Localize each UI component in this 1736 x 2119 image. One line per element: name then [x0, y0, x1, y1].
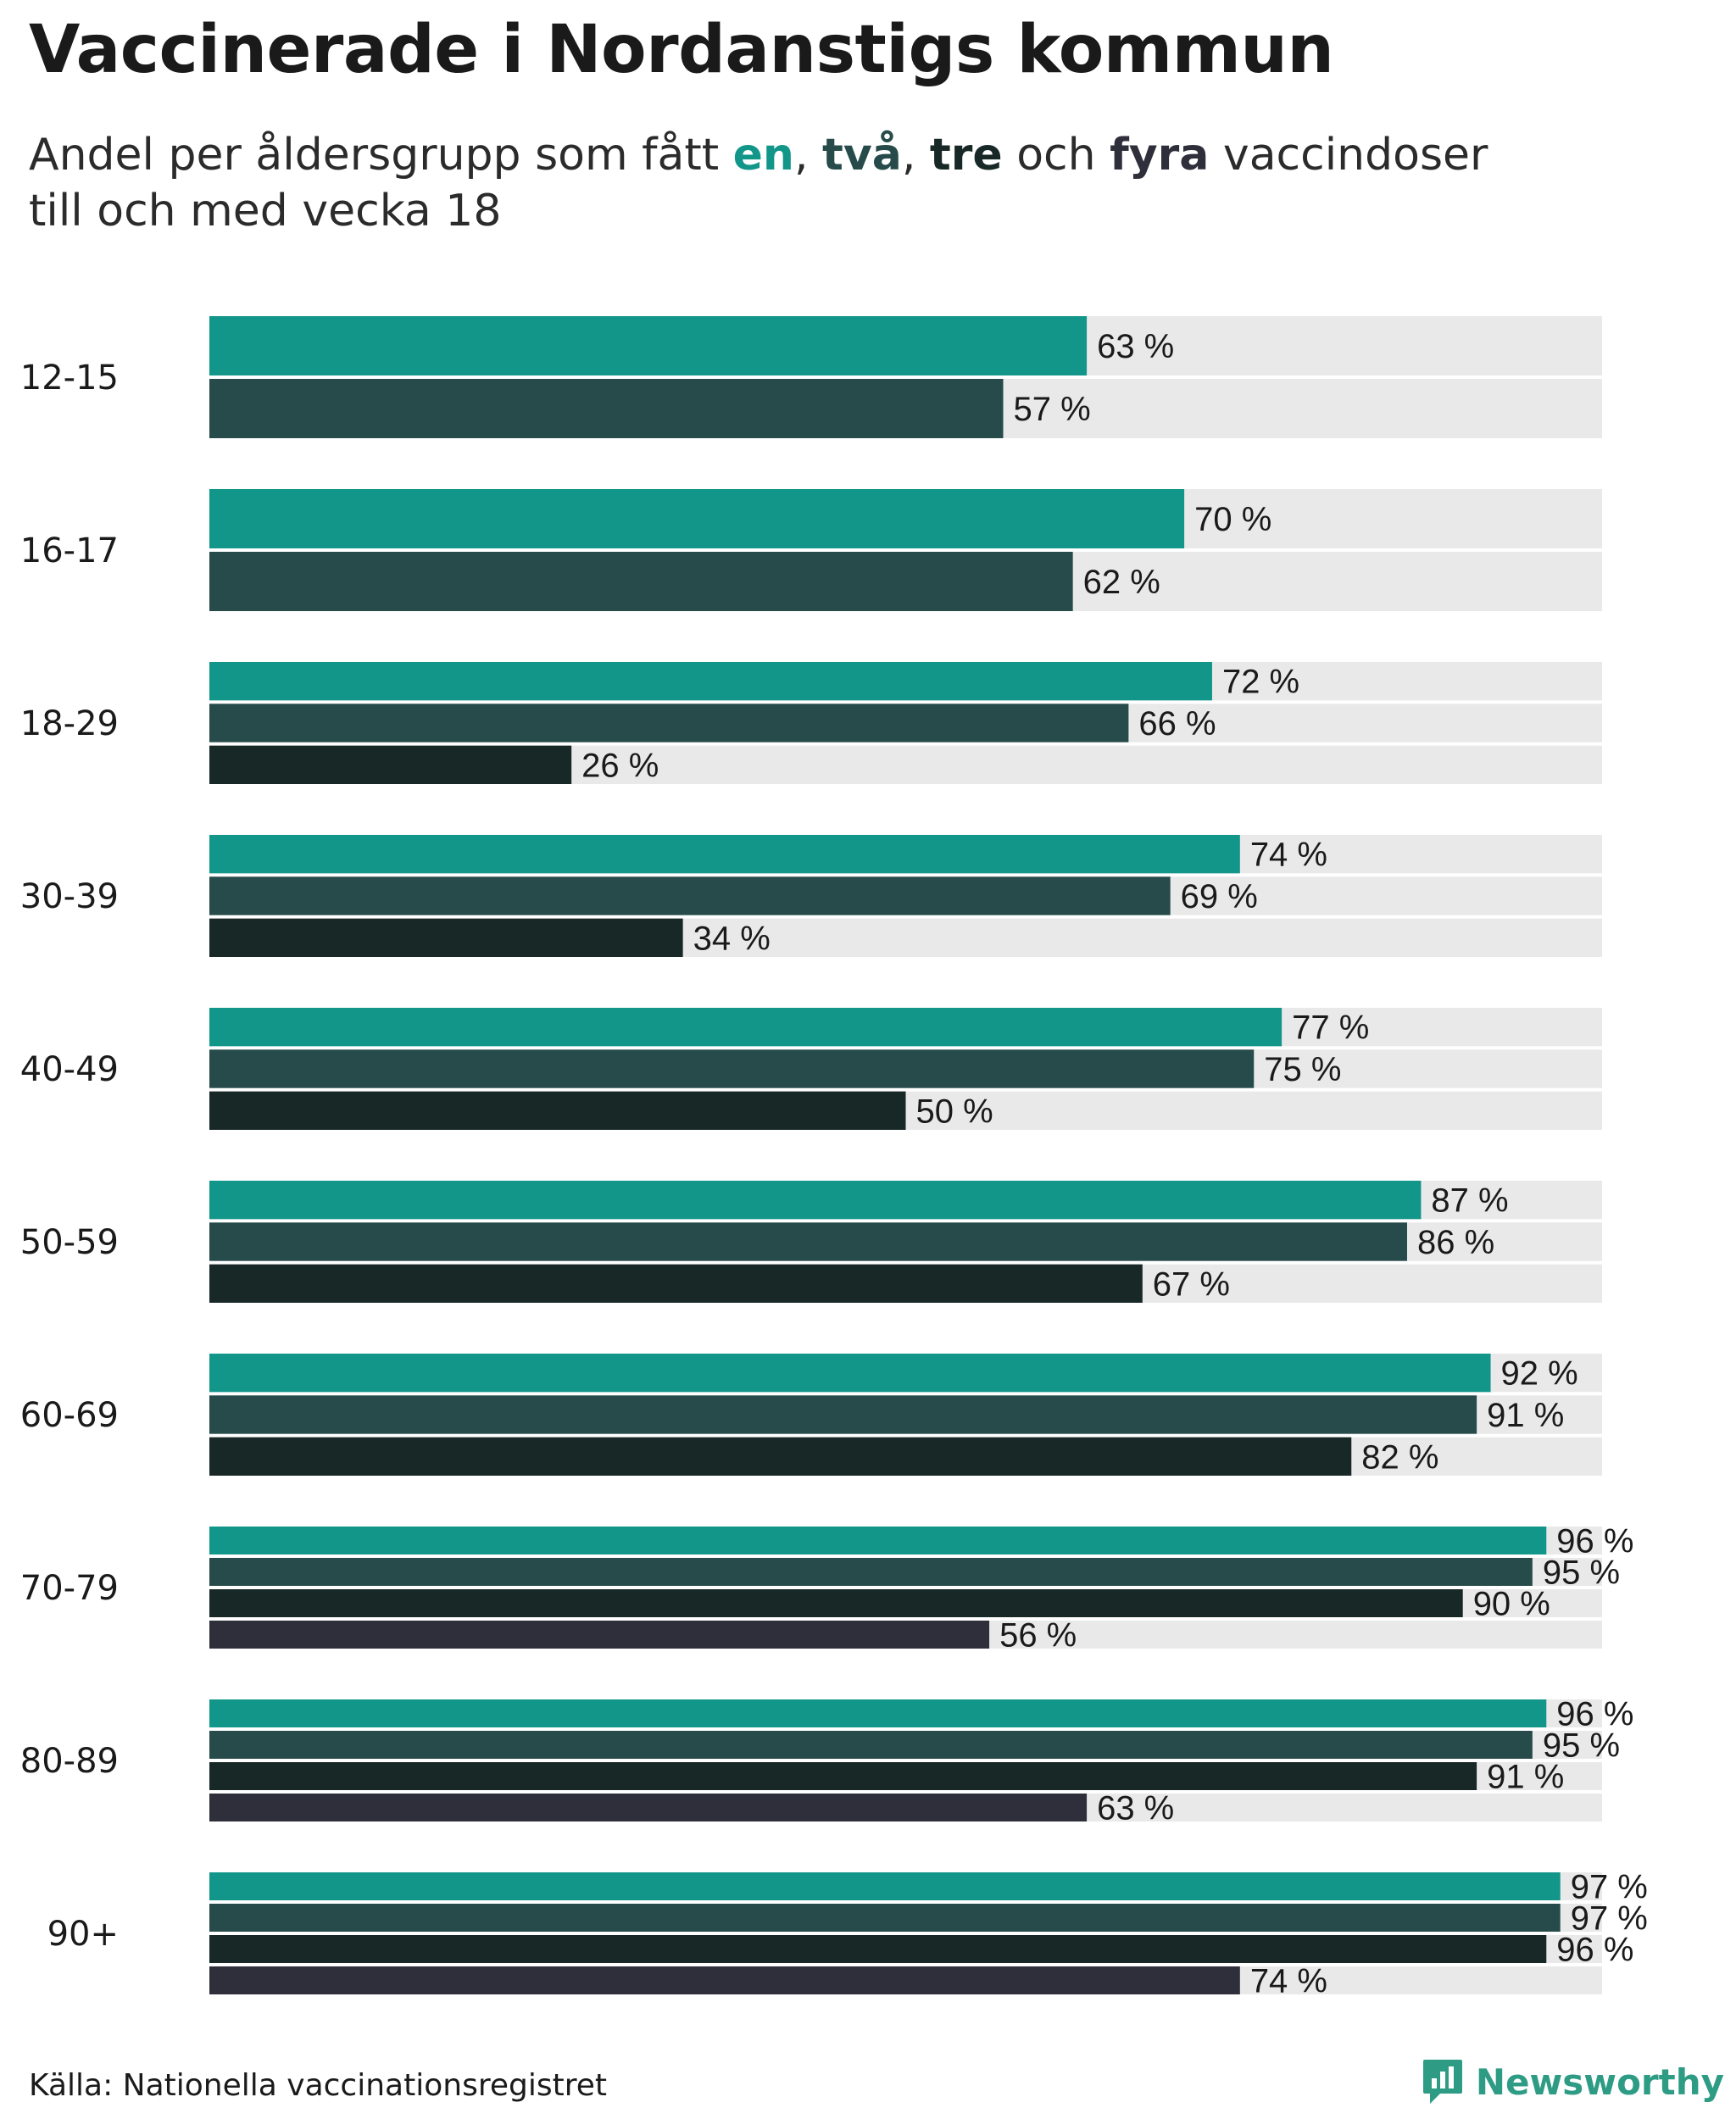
category-label: 30-39 — [20, 877, 119, 916]
brand-name: Newsworthy — [1475, 2061, 1724, 2103]
category-label: 12-15 — [20, 359, 119, 398]
data-label: 66 % — [1138, 705, 1216, 742]
bar-en — [209, 489, 1185, 548]
subtitle-key-tva: två — [822, 130, 902, 181]
data-label: 62 % — [1083, 564, 1160, 601]
bar-en — [209, 1181, 1422, 1220]
data-label: 67 % — [1153, 1265, 1230, 1303]
bar-fyra — [209, 1966, 1240, 1994]
category-label: 80-89 — [20, 1742, 119, 1781]
source-note: Källa: Nationella vaccinationsregistret — [29, 2068, 607, 2103]
category-label: 50-59 — [20, 1223, 119, 1262]
category-label: 40-49 — [20, 1050, 119, 1089]
data-label: 96 % — [1556, 1932, 1633, 1969]
data-label: 75 % — [1264, 1051, 1341, 1088]
bar-tva — [209, 1558, 1533, 1586]
bar-tre — [209, 1091, 906, 1130]
bar-tva — [209, 379, 1004, 438]
data-label: 74 % — [1250, 1963, 1327, 2000]
subtitle-text: vaccindoser — [1209, 130, 1488, 181]
subtitle-key-fyra: fyra — [1110, 130, 1210, 181]
bar-tre — [209, 1264, 1143, 1303]
bar-en — [209, 1354, 1491, 1393]
bar-tva — [209, 876, 1171, 915]
data-label: 95 % — [1543, 1554, 1620, 1592]
category-label: 90+ — [47, 1915, 119, 1954]
data-label: 97 % — [1571, 1900, 1648, 1938]
data-label: 63 % — [1097, 328, 1174, 365]
bar-tre — [209, 1437, 1352, 1476]
data-label: 95 % — [1543, 1727, 1620, 1765]
bar-en — [209, 1008, 1283, 1047]
data-label: 91 % — [1487, 1397, 1564, 1434]
bar-en — [209, 835, 1240, 874]
data-label: 70 % — [1194, 501, 1271, 538]
bar-tva — [209, 1395, 1477, 1434]
category-label: 18-29 — [20, 704, 119, 743]
newsworthy-logo-icon — [1422, 2060, 1462, 2104]
data-label: 72 % — [1222, 664, 1299, 701]
bar-tre — [209, 1589, 1463, 1617]
bar-en — [209, 1527, 1547, 1554]
bar-tva — [209, 704, 1129, 742]
bar-en — [209, 662, 1212, 701]
subtitle-sep: , — [793, 130, 823, 181]
data-label: 90 % — [1473, 1586, 1550, 1623]
data-label: 91 % — [1487, 1759, 1564, 1796]
subtitle-key-en: en — [732, 130, 794, 181]
bar-en — [209, 1699, 1547, 1727]
bar-tva — [209, 1222, 1407, 1261]
bar-fyra — [209, 1621, 990, 1649]
category-label: 16-17 — [20, 531, 119, 570]
data-label: 57 % — [1014, 391, 1091, 428]
bar-en — [209, 316, 1088, 375]
category-label: 70-79 — [20, 1569, 119, 1608]
chart-title: Vaccinerade i Nordanstigs kommun — [29, 12, 1334, 88]
data-label: 69 % — [1181, 878, 1258, 915]
subtitle-sep: , — [901, 130, 930, 181]
subtitle-text: Andel per åldersgrupp som fått — [29, 130, 733, 181]
category-label: 60-69 — [20, 1396, 119, 1435]
data-label: 74 % — [1250, 837, 1327, 874]
bar-tre — [209, 1762, 1477, 1790]
brand-logo: Newsworthy — [1422, 2058, 1724, 2105]
data-label: 97 % — [1571, 1869, 1648, 1906]
subtitle-line2: till och med vecka 18 — [29, 186, 502, 236]
bar-fyra — [209, 1794, 1088, 1821]
bar-tva — [209, 1904, 1561, 1932]
bar-en — [209, 1872, 1561, 1900]
data-label: 77 % — [1292, 1009, 1369, 1047]
data-label: 63 % — [1097, 1790, 1174, 1827]
bar-tre — [209, 745, 572, 784]
bar-tva — [209, 1049, 1255, 1088]
bar-tva — [209, 552, 1073, 611]
bar-tre — [209, 918, 683, 957]
data-label: 87 % — [1431, 1182, 1508, 1220]
bar-tva — [209, 1731, 1533, 1759]
bar-tre — [209, 1935, 1547, 1963]
chart-subtitle: Andel per åldersgrupp som fått en, två, … — [29, 127, 1488, 239]
data-label: 82 % — [1361, 1438, 1438, 1476]
data-label: 56 % — [999, 1617, 1077, 1655]
subtitle-text: och — [1002, 130, 1110, 181]
data-label: 26 % — [581, 747, 659, 784]
data-label: 96 % — [1556, 1523, 1633, 1560]
data-label: 86 % — [1417, 1224, 1494, 1261]
data-label: 34 % — [693, 920, 771, 957]
data-label: 92 % — [1501, 1355, 1578, 1393]
data-label: 96 % — [1556, 1696, 1633, 1733]
subtitle-key-tre: tre — [929, 130, 1003, 181]
data-label: 50 % — [916, 1093, 993, 1130]
